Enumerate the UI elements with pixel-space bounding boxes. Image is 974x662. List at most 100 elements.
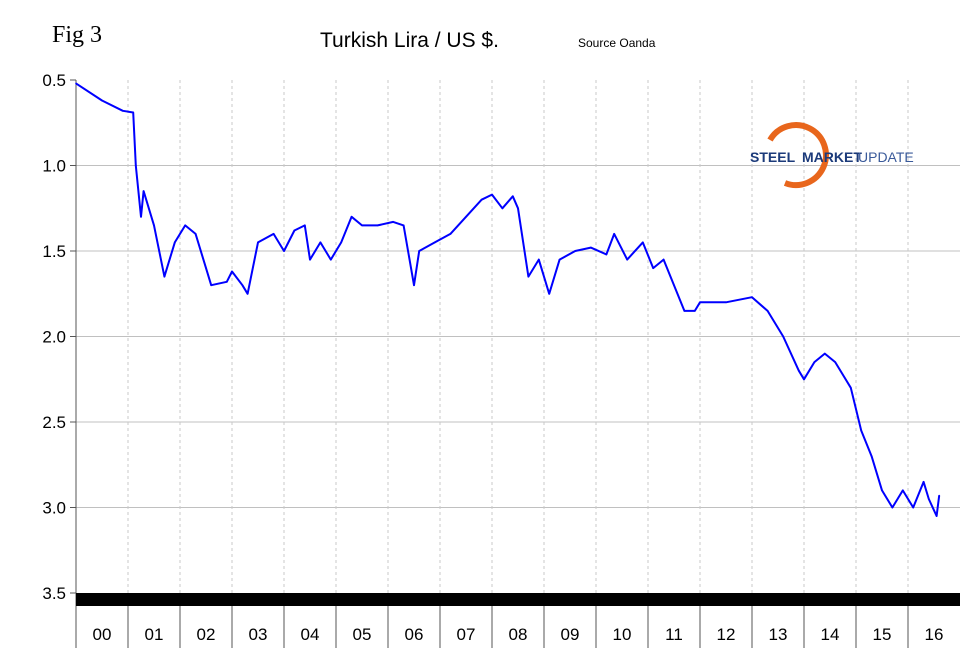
data-point: [413, 284, 415, 287]
data-point: [231, 270, 233, 273]
data-point: [140, 216, 142, 218]
y-tick-label: 2.0: [42, 328, 66, 347]
data-point: [480, 198, 483, 201]
x-axis-bar: [76, 593, 960, 606]
x-tick-label: 01: [145, 625, 164, 644]
axes: 0.5 1.0 1.5 2.0 2.5 3.0 3.5 00 01 02 03 04 05 06 07 08 0…: [42, 71, 960, 648]
data-point: [122, 109, 124, 112]
data-point: [613, 233, 615, 235]
data-point: [304, 224, 306, 227]
series-lines: [75, 82, 941, 517]
data-point: [694, 310, 696, 312]
x-tick-label: 05: [353, 625, 372, 644]
data-point: [782, 335, 784, 338]
x-tick-label: 11: [665, 625, 683, 644]
data-point: [538, 258, 540, 261]
data-point: [834, 361, 836, 363]
x-tick-label: 03: [249, 625, 268, 644]
data-point: [527, 275, 530, 278]
data-point: [928, 498, 930, 500]
x-tick-label: 09: [561, 625, 580, 644]
logo-text-market: MARKET: [802, 149, 862, 165]
data-point: [558, 258, 561, 261]
y-tick-label: 3.5: [42, 584, 66, 603]
x-tick-label: 00: [93, 625, 112, 644]
data-point: [194, 233, 197, 235]
x-tick-label: 07: [457, 625, 476, 644]
y-tick-label: 1.0: [42, 157, 66, 176]
data-point: [101, 99, 103, 102]
data-point: [392, 221, 395, 223]
data-point: [548, 292, 550, 295]
y-tick-label: 1.5: [42, 242, 66, 261]
x-tick-label: 02: [197, 625, 216, 644]
data-point: [241, 284, 244, 287]
x-tick-label: 12: [717, 625, 736, 644]
data-point: [465, 216, 467, 218]
data-point: [803, 378, 805, 381]
data-point: [205, 267, 207, 269]
data-point: [246, 292, 249, 295]
data-point: [881, 489, 883, 492]
data-point: [434, 241, 436, 244]
data-point: [813, 361, 816, 363]
x-tick-label: 04: [301, 625, 320, 644]
logo-text-update: UPDATE: [858, 149, 914, 165]
grid: [76, 80, 960, 593]
data-point: [751, 296, 753, 298]
figure-label: Fig 3: [52, 22, 102, 48]
data-point: [75, 82, 77, 85]
data-point: [798, 369, 800, 372]
data-point: [662, 258, 665, 261]
data-point: [418, 250, 421, 252]
data-point: [935, 515, 938, 517]
data-point: [642, 241, 644, 244]
x-tick-label: 16: [925, 625, 944, 644]
data-point: [449, 233, 452, 235]
data-point: [824, 352, 826, 355]
x-tick-label: 10: [613, 625, 632, 644]
data-point: [210, 284, 212, 287]
data-point: [361, 224, 363, 227]
data-point: [699, 301, 701, 304]
x-tick-label: 15: [873, 625, 892, 644]
data-point: [673, 284, 675, 287]
data-point: [860, 429, 862, 432]
y-tick-label: 0.5: [42, 71, 66, 90]
data-point: [226, 280, 228, 283]
data-point: [501, 207, 504, 210]
data-point: [512, 195, 514, 198]
data-point: [163, 275, 166, 278]
data-point: [491, 193, 493, 196]
series-line: [75, 82, 941, 517]
x-tick-label: 06: [405, 625, 424, 644]
data-point: [184, 224, 186, 227]
data-point: [683, 310, 686, 312]
data-point: [402, 224, 405, 227]
logo-text-steel: STEEL: [750, 149, 796, 165]
data-point: [902, 489, 904, 492]
x-tick-label: 13: [769, 625, 788, 644]
data-point: [652, 267, 654, 269]
data-point: [590, 246, 592, 249]
data-point: [283, 250, 285, 252]
data-point: [912, 506, 914, 509]
data-point: [850, 387, 852, 389]
x-tick-label: 08: [509, 625, 528, 644]
data-point: [257, 241, 259, 244]
logo-swoosh: [767, 122, 829, 188]
data-point: [309, 258, 311, 261]
data-point: [330, 258, 332, 261]
data-point: [922, 481, 925, 483]
source-label: Source Oanda: [578, 36, 656, 50]
x-tick-label: 14: [821, 625, 840, 644]
data-point: [340, 241, 343, 244]
y-tick-label: 2.5: [42, 413, 66, 432]
data-point: [870, 455, 873, 458]
data-point: [517, 207, 519, 210]
data-point: [574, 250, 576, 252]
data-point: [376, 224, 379, 227]
data-point: [272, 233, 275, 235]
data-point: [938, 494, 940, 497]
